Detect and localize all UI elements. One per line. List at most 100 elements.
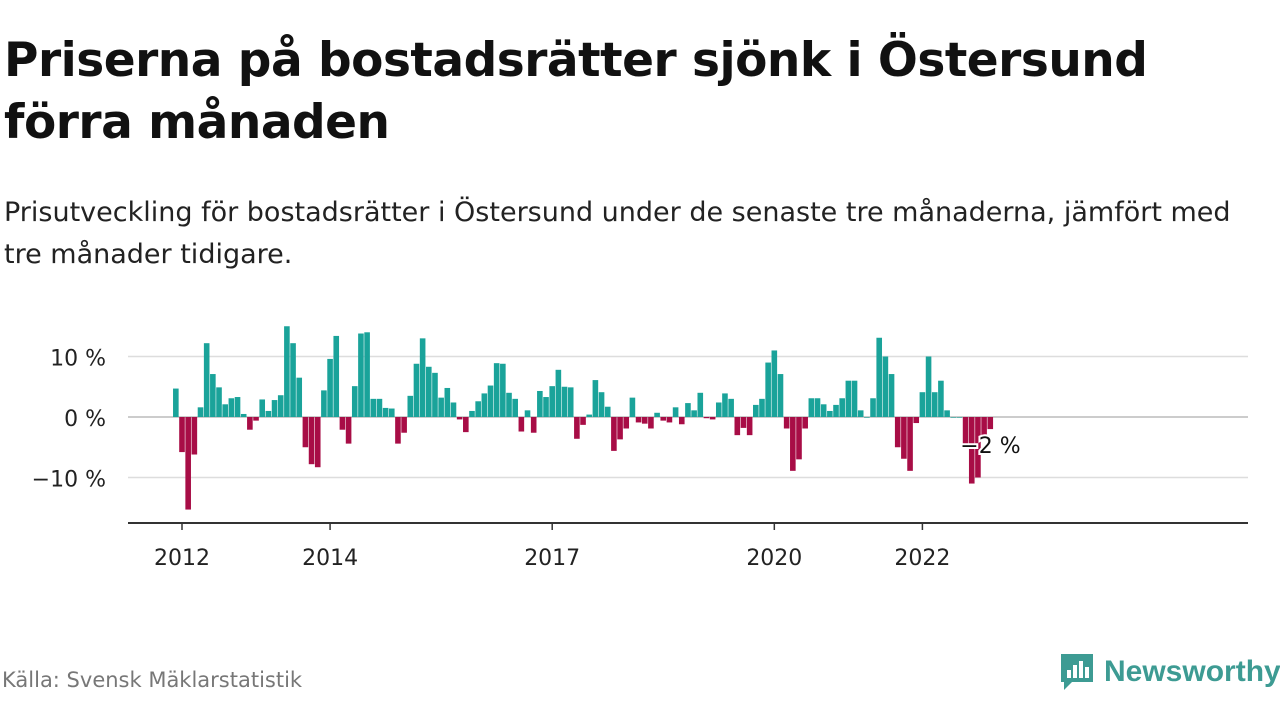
bar	[419, 338, 426, 417]
bar	[938, 380, 944, 417]
bar	[987, 417, 994, 430]
bar	[641, 417, 648, 424]
bar	[438, 397, 444, 417]
bar	[308, 417, 315, 465]
x-tick-label: 2020	[746, 546, 802, 571]
bar	[210, 374, 216, 417]
bar	[549, 386, 555, 417]
bar	[185, 417, 191, 510]
bar	[771, 350, 778, 417]
bar	[833, 404, 839, 417]
bar	[376, 398, 383, 417]
bar	[944, 410, 950, 417]
bar	[672, 407, 679, 417]
bar	[753, 404, 759, 417]
bar	[586, 414, 593, 417]
bar	[604, 406, 611, 417]
bar	[894, 417, 901, 448]
bar	[530, 417, 537, 433]
bar	[851, 380, 858, 417]
bar	[765, 362, 771, 417]
bar	[678, 417, 685, 425]
bar	[623, 417, 630, 429]
bar	[950, 417, 957, 418]
bar	[216, 387, 222, 417]
bar	[228, 398, 235, 417]
bar	[759, 398, 765, 417]
bar	[839, 398, 845, 417]
chart-title: Priserna på bostadsrätter sjönk i Östers…	[4, 33, 1148, 150]
newsworthy-logo-icon	[1061, 654, 1093, 690]
bar	[870, 398, 876, 417]
bar	[882, 356, 889, 417]
bar	[919, 392, 926, 417]
bar	[876, 337, 883, 417]
bar	[240, 413, 247, 417]
bar	[191, 417, 198, 455]
bar	[580, 417, 586, 425]
bar	[827, 410, 833, 417]
bar	[506, 392, 512, 417]
bar	[611, 417, 617, 451]
bar	[968, 417, 975, 484]
bar	[648, 417, 654, 429]
y-tick-label: −10 %	[32, 468, 106, 493]
bar	[857, 410, 864, 417]
bar	[321, 390, 327, 417]
bar	[351, 386, 358, 417]
y-tick-label: 10 %	[50, 347, 106, 372]
bar	[197, 407, 204, 417]
bar	[463, 417, 469, 433]
bar	[500, 363, 506, 417]
newsworthy-logo: Newsworthy	[1058, 652, 1280, 692]
bar	[808, 398, 815, 417]
bar-chart: 10 % 0 % −10 % 2012 2014 2017 2020 2022 −2 %	[32, 326, 1248, 571]
bar	[475, 401, 481, 417]
bar	[691, 410, 697, 417]
bar	[660, 417, 667, 421]
bar	[524, 410, 531, 417]
bar	[284, 326, 290, 417]
bar	[481, 393, 488, 417]
bar	[271, 400, 278, 417]
bar	[277, 395, 284, 417]
bar	[635, 417, 642, 423]
bar	[617, 417, 623, 440]
bar	[703, 417, 710, 419]
bar	[592, 380, 599, 417]
bar	[518, 417, 525, 432]
bar	[302, 417, 309, 448]
bar	[173, 388, 179, 417]
bar	[469, 410, 475, 417]
bar	[901, 417, 907, 459]
bar	[537, 390, 543, 417]
bar	[487, 385, 494, 417]
logo-text: Newsworthy	[1104, 655, 1280, 688]
bar	[715, 402, 722, 417]
bar	[888, 374, 895, 417]
bar	[598, 392, 605, 417]
bar	[413, 363, 420, 417]
bar	[345, 417, 352, 444]
x-tick-label: 2012	[154, 546, 210, 571]
bar	[722, 393, 728, 417]
bar	[493, 363, 500, 417]
bar	[388, 408, 395, 417]
chart-subtitle: Prisutveckling för bostadsrätter i Öster…	[4, 197, 1231, 270]
bar	[370, 398, 377, 417]
bar	[697, 392, 704, 417]
bar	[654, 412, 660, 417]
bar	[925, 356, 932, 417]
bar	[907, 417, 913, 471]
bar	[685, 403, 691, 417]
bar	[265, 410, 272, 417]
bar	[401, 417, 407, 433]
bar	[339, 417, 346, 430]
bar	[666, 417, 673, 423]
bar	[203, 343, 210, 417]
bars	[173, 326, 994, 510]
x-axis	[128, 522, 1248, 530]
bar	[432, 372, 438, 417]
bar	[456, 417, 463, 420]
bar	[790, 417, 796, 471]
